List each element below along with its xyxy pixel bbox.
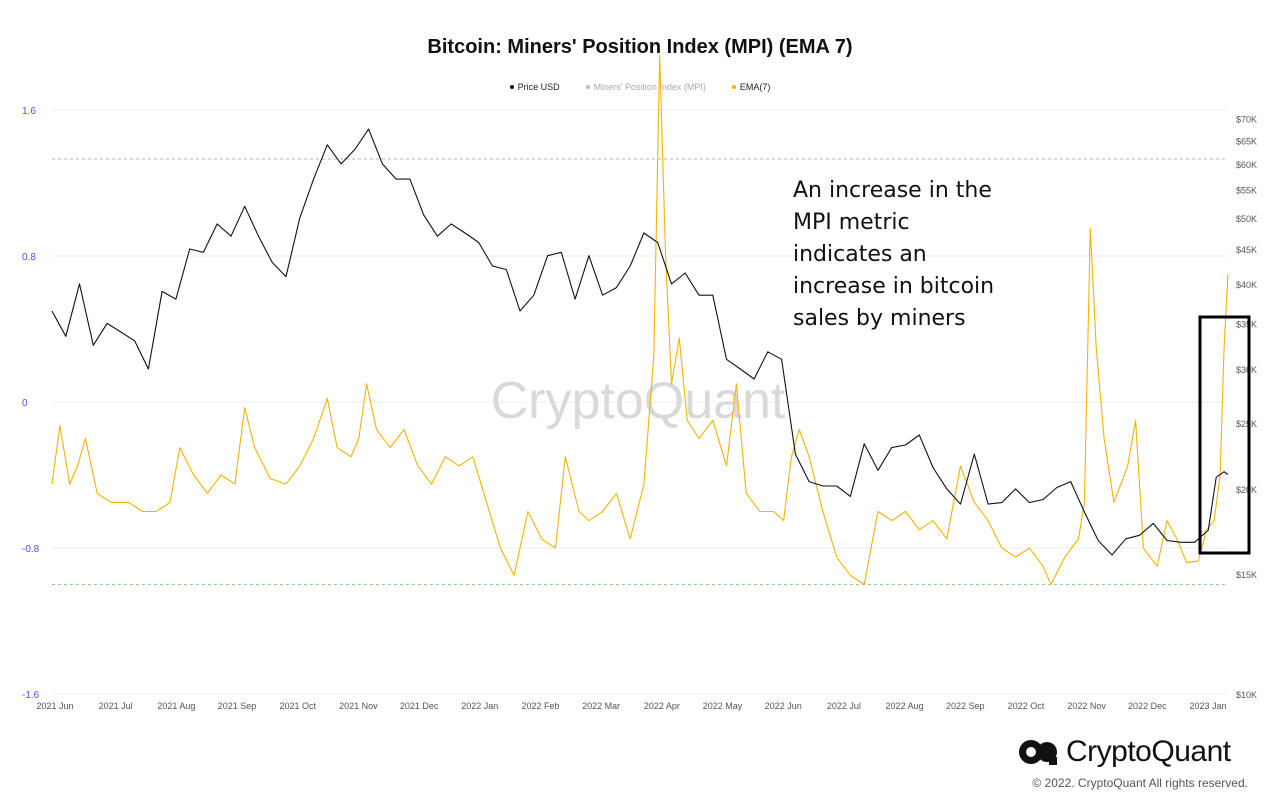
right-tick-label: $70K: [1236, 114, 1257, 124]
x-tick-label: 2022 Oct: [1008, 701, 1045, 711]
x-tick-label: 2021 Nov: [339, 701, 378, 711]
chart-title: Bitcoin: Miners' Position Index (MPI) (E…: [427, 36, 853, 58]
right-tick-label: $50K: [1236, 214, 1257, 224]
annotation-text: An increase in the MPI metric indicates …: [793, 175, 1053, 335]
left-tick-label: 0: [22, 398, 28, 409]
x-tick-label: 2022 Jan: [461, 701, 498, 711]
copyright-text: © 2022. CryptoQuant All rights reserved.: [1032, 776, 1248, 790]
annotation-line: MPI metric: [793, 210, 910, 235]
legend-label-mpi: Miners' Position Index (MPI): [593, 82, 706, 92]
x-tick-label: 2022 Mar: [582, 701, 620, 711]
ema7-line: [51, 54, 1229, 586]
cryptoquant-logo-icon: [1019, 740, 1057, 765]
x-tick-label: 2021 Oct: [279, 701, 316, 711]
grid-lines: [52, 109, 1228, 695]
right-tick-label: $40K: [1236, 280, 1257, 290]
right-tick-label: $55K: [1236, 186, 1257, 196]
left-axis-ticks: 1.6 0.8 0 -0.8 -1.6: [22, 106, 40, 701]
annotation-line: increase in bitcoin: [793, 274, 995, 299]
x-tick-label: 2022 Dec: [1128, 701, 1167, 711]
legend-marker-ema: [731, 85, 736, 89]
legend-marker-price: [509, 85, 514, 89]
legend-item-mpi[interactable]: Miners' Position Index (MPI): [585, 82, 706, 92]
series-layer: [51, 54, 1229, 586]
legend-item-price[interactable]: Price USD: [509, 82, 560, 92]
x-tick-label: 2022 Sep: [946, 701, 985, 711]
x-tick-label: 2022 May: [703, 701, 743, 711]
annotation-line: An increase in the: [793, 178, 992, 203]
right-tick-label: $60K: [1236, 160, 1257, 170]
watermark-text: CryptoQuant: [491, 372, 786, 430]
left-tick-label: 1.6: [22, 106, 36, 117]
right-tick-label: $20K: [1236, 485, 1257, 495]
left-tick-label: -1.6: [22, 690, 40, 701]
x-tick-label: 2021 Jun: [36, 701, 73, 711]
x-tick-label: 2022 Jun: [765, 701, 802, 711]
legend-label-ema: EMA(7): [739, 82, 771, 92]
annotation-line: sales by miners: [793, 306, 966, 331]
legend-item-ema[interactable]: EMA(7): [731, 82, 771, 92]
right-tick-label: $25K: [1236, 419, 1257, 429]
x-tick-label: 2023 Jan: [1189, 701, 1226, 711]
legend-marker-mpi: [585, 85, 590, 89]
left-tick-label: -0.8: [22, 544, 40, 555]
x-tick-label: 2022 Aug: [886, 701, 924, 711]
right-tick-label: $30K: [1236, 365, 1257, 375]
x-axis-ticks: 2021 Jun 2021 Jul 2021 Aug 2021 Sep 2021 Oct…: [36, 701, 1226, 711]
highlight-box: [1198, 315, 1251, 555]
x-tick-label: 2022 Feb: [521, 701, 559, 711]
right-tick-label: $35K: [1236, 319, 1257, 329]
reference-lines: [52, 158, 1228, 585]
x-tick-label: 2022 Apr: [644, 701, 680, 711]
brand-logo: CryptoQuant: [1018, 735, 1231, 769]
price-usd-line: [51, 128, 1229, 556]
x-tick-label: 2021 Dec: [400, 701, 439, 711]
legend-label-price: Price USD: [517, 82, 560, 92]
x-tick-label: 2021 Aug: [157, 701, 195, 711]
left-tick-label: 0.8: [22, 252, 36, 263]
right-tick-label: $65K: [1236, 136, 1257, 146]
chart-legend: Price USD Miners' Position Index (MPI) E…: [0, 82, 1280, 92]
right-tick-label: $45K: [1236, 245, 1257, 255]
annotation-line: indicates an: [793, 242, 927, 267]
right-axis-ticks: $10K $15K $20K $25K $30K $35K $40K $45K $50K $55K…: [1236, 114, 1257, 700]
x-tick-label: 2022 Jul: [827, 701, 861, 711]
brand-name: CryptoQuant: [1066, 735, 1231, 768]
x-tick-label: 2021 Sep: [218, 701, 257, 711]
x-tick-label: 2021 Jul: [99, 701, 133, 711]
right-tick-label: $15K: [1236, 570, 1257, 580]
right-tick-label: $10K: [1236, 690, 1257, 700]
x-tick-label: 2022 Nov: [1067, 701, 1106, 711]
